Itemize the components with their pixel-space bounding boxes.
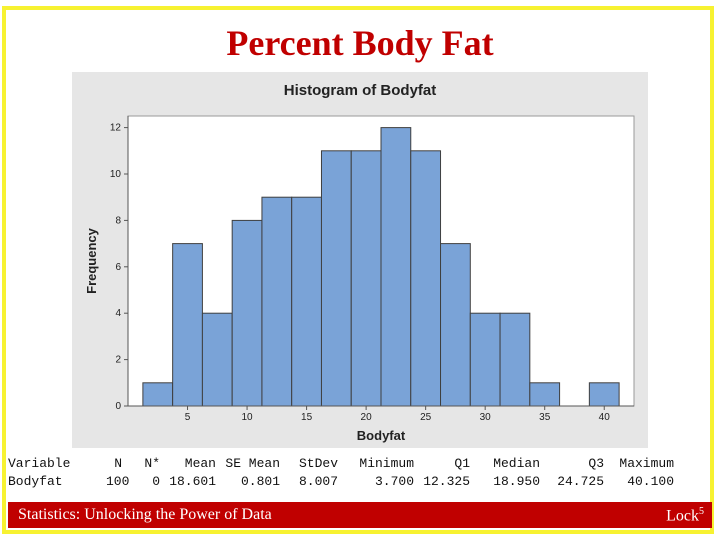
x-axis-label: Bodyfat [357,428,406,443]
stats-header-cell: Q3 [588,456,604,471]
histogram-bar [350,150,382,407]
histogram-bar [380,127,412,407]
stats-header-cell: StDev [298,456,338,471]
slide-frame [2,6,714,534]
histogram-bar [410,150,442,407]
histogram-chart: 5 10 15 20 25 30 35 40 0 2 4 6 8 10 12 Bodyfat Frequency [84,115,635,443]
x-tick-label: 20 [361,412,373,423]
histogram-bar [172,243,203,407]
stats-header-cell: N [114,456,122,471]
histogram-bar [440,243,471,407]
stats-cell: 18.950 [493,474,540,489]
slide-title: Percent Body Fat [226,23,494,63]
x-tick-label: 5 [185,412,191,423]
y-tick-label: 6 [115,262,121,273]
stats-header-cell: Minimum [359,456,414,471]
y-tick-label: 0 [115,401,121,412]
stats-header-cell: Variable [8,456,71,471]
chart-title: Histogram of Bodyfat [283,82,437,99]
stats-header-cell: SE Mean [225,456,280,471]
stats-cell: 18.601 [169,474,216,489]
histogram-bar [499,312,531,407]
stats-header-cell: Q1 [454,456,470,471]
stats-header-cell: Median [493,456,540,471]
y-tick-label: 8 [115,215,121,226]
histogram-bar [142,382,174,407]
footer-title: Statistics: Unlocking the Power of Data [18,506,272,523]
histogram-panel: Histogram of Bodyfat 5 10 15 20 25 30 35 40 0 2 4 6… [72,72,648,448]
footer-bar: Statistics: Unlocking the Power of Data … [8,502,712,528]
x-tick-label: 30 [480,412,492,423]
stats-header-row: Variable N N* Mean SE Mean StDev Minimum Q1 Medi… [8,455,674,473]
histogram-bar [231,219,263,407]
histogram-bar [588,382,620,407]
footer-author: Lock5 [666,506,704,525]
y-tick-label: 12 [110,123,122,134]
stats-cell: 40.100 [627,474,674,489]
stats-header-cell: N* [144,456,160,471]
footer-author-name: Lock [666,507,699,525]
histogram-bar [291,196,322,407]
stats-table: Variable N N* Mean SE Mean StDev Minimum Q1 Medi… [8,455,674,491]
stats-cell: 0.801 [240,474,280,489]
x-tick-label: 25 [420,412,432,423]
stats-cell: 0 [152,474,160,489]
histogram-bar [261,196,293,407]
y-tick-label: 10 [110,169,122,180]
stats-cell: 8.007 [298,474,338,489]
stats-cell: 3.700 [374,474,414,489]
y-tick-label: 4 [115,308,121,319]
stats-cell: 12.325 [423,474,470,489]
x-tick-label: 40 [599,412,611,423]
y-axis-label: Frequency [84,227,99,294]
stats-data-row: Bodyfat 100 0 18.601 0.801 8.007 3.700 12.325 18… [8,473,674,491]
stats-header-cell: Mean [184,456,216,471]
x-tick-label: 35 [539,412,551,423]
footer-author-edition: 5 [699,506,704,517]
stats-header-cell: Maximum [619,456,674,471]
stats-cell: 24.725 [557,474,604,489]
histogram-bar [201,312,233,407]
histogram-bar [469,312,501,407]
histogram-bar [320,150,352,407]
stats-cell: 100 [106,474,130,489]
y-tick-label: 2 [115,355,121,366]
histogram-bar [529,382,561,407]
x-tick-label: 15 [301,412,313,423]
stats-cell: Bodyfat [8,474,63,489]
x-tick-label: 10 [241,412,253,423]
